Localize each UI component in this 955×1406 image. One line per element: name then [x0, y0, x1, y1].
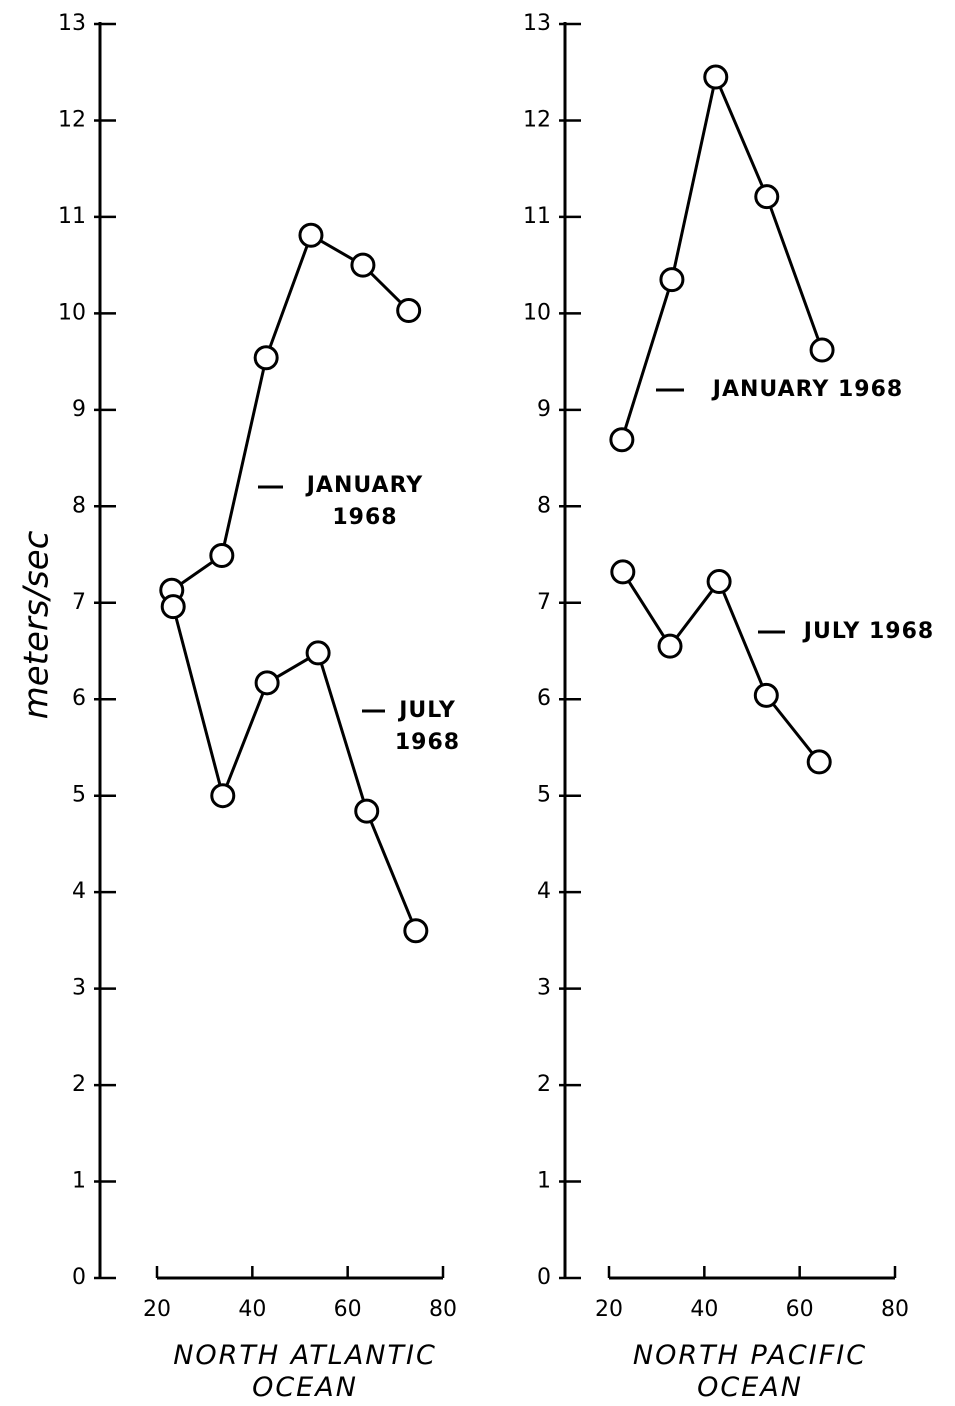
series-label: JULY 1968	[803, 619, 935, 644]
series-label-box: JANUARY 1968	[712, 377, 904, 402]
y-axis-label: meters/sec	[17, 530, 57, 719]
point	[350, 252, 376, 278]
point	[253, 345, 279, 371]
point	[210, 783, 236, 809]
series-label-box: JANUARY 1968	[306, 473, 424, 530]
point	[753, 682, 779, 708]
point	[160, 594, 186, 620]
y-tick-label: 8	[72, 493, 86, 518]
x-axis-label: NORTH ATLANTIC OCEAN	[173, 1340, 437, 1403]
x-axis-label-box: NORTH PACIFIC OCEAN	[632, 1340, 868, 1403]
point	[254, 670, 280, 696]
y-tick-label: 11	[523, 204, 551, 229]
y-tick-label: 7	[72, 590, 86, 615]
y-tick-label: 13	[523, 11, 551, 36]
y-tick-label: 1	[72, 1169, 86, 1194]
series-label-box: JULY 1968	[394, 698, 461, 755]
y-tick-label: 9	[72, 397, 86, 422]
y-tick-label: 2	[537, 1072, 551, 1097]
point	[403, 918, 429, 944]
point	[659, 267, 685, 293]
y-tick-label: 6	[72, 686, 86, 711]
x-tick-label: 40	[238, 1297, 266, 1322]
point	[610, 559, 636, 585]
y-tick-label: 1	[537, 1169, 551, 1194]
y-tick-label: 7	[537, 590, 551, 615]
y-tick-label: 4	[537, 879, 551, 904]
point	[354, 798, 380, 824]
point	[298, 222, 324, 248]
x-tick-label: 60	[786, 1297, 814, 1322]
series-label: JULY 1968	[394, 698, 461, 755]
y-tick-label: 0	[537, 1265, 551, 1290]
x-tick-label: 20	[595, 1297, 623, 1322]
y-tick-label: 2	[72, 1072, 86, 1097]
y-tick-label: 4	[72, 879, 86, 904]
y-tick-label: 8	[537, 493, 551, 518]
point	[305, 640, 331, 666]
y-tick-label: 11	[58, 204, 86, 229]
point	[609, 427, 635, 453]
y-tick-label: 5	[72, 783, 86, 808]
y-tick-label: 5	[537, 783, 551, 808]
x-tick-label: 80	[881, 1297, 909, 1322]
series-label: JANUARY 1968	[306, 473, 424, 530]
point	[706, 569, 732, 595]
series-line	[171, 606, 418, 932]
point	[209, 543, 235, 569]
y-tick-label: 3	[72, 976, 86, 1001]
x-tick-label: 20	[143, 1297, 171, 1322]
y-tick-label: 10	[58, 300, 86, 325]
point	[657, 633, 683, 659]
y-tick-label: 6	[537, 686, 551, 711]
point	[806, 749, 832, 775]
x-tick-label: 80	[429, 1297, 457, 1322]
y-tick-label: 3	[537, 976, 551, 1001]
x-tick-label: 40	[690, 1297, 718, 1322]
y-tick-label: 0	[72, 1265, 86, 1290]
point	[396, 297, 422, 323]
y-tick-label: 13	[58, 11, 86, 36]
x-axis-label-box: NORTH ATLANTIC OCEAN	[173, 1340, 437, 1403]
point	[809, 337, 835, 363]
series-label: JANUARY 1968	[712, 377, 904, 402]
point	[703, 64, 729, 90]
x-axis-label: NORTH PACIFIC OCEAN	[632, 1340, 868, 1403]
point	[754, 184, 780, 210]
y-tick-label: 10	[523, 300, 551, 325]
x-tick-label: 60	[334, 1297, 362, 1322]
y-tick-label: 12	[58, 107, 86, 132]
y-tick-label: 9	[537, 397, 551, 422]
series-label-box: JULY 1968	[803, 619, 935, 644]
y-tick-label: 12	[523, 107, 551, 132]
